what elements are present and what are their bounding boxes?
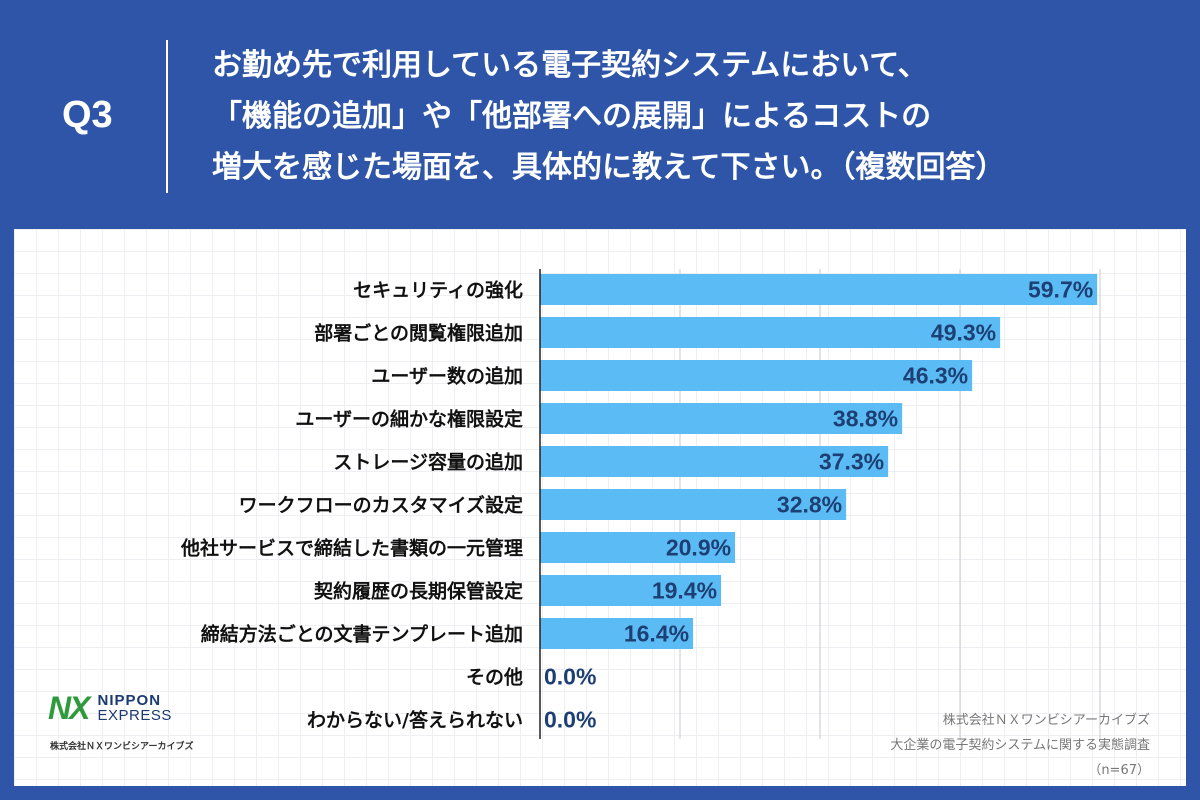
category-label: ユーザー数の追加 (371, 365, 523, 388)
question-number: Q3 (62, 94, 113, 136)
value-label: 46.3% (903, 363, 968, 389)
question-text: お勤め先で利用している電子契約システムにおいて、 「機能の追加」や「他部署への展… (212, 40, 1006, 193)
value-label: 0.0% (544, 664, 596, 690)
value-label: 0.0% (544, 707, 596, 733)
category-label: 他社サービスで締結した書類の一元管理 (180, 537, 523, 560)
bar (540, 575, 722, 606)
nippon-express-logo: NX NIPPON EXPRESS 株式会社ＮＸワンビシアーカイブズ (48, 690, 193, 752)
value-label: 16.4% (624, 621, 689, 647)
category-label: セキュリティの強化 (353, 279, 523, 302)
category-label: 締結方法ごとの文書テンプレート追加 (201, 623, 523, 646)
bar (540, 489, 847, 520)
bar (540, 446, 889, 477)
value-label: 59.7% (1028, 277, 1093, 303)
question-line: 「機能の追加」や「他部署への展開」によるコストの (212, 99, 932, 134)
logo-word-express: EXPRESS (97, 707, 172, 724)
header: Q3 お勤め先で利用している電子契約システムにおいて、 「機能の追加」や「他部署… (0, 0, 1200, 228)
bar (540, 317, 1001, 348)
category-label: ストレージ容量の追加 (333, 451, 523, 474)
category-label: その他 (466, 666, 523, 689)
value-label: 32.8% (777, 492, 842, 518)
category-label: ワークフローのカスタマイズ設定 (239, 494, 523, 517)
nx-logo-mark: NX (48, 690, 90, 726)
bar (540, 274, 1098, 305)
value-label: 49.3% (931, 320, 996, 346)
source-company: 株式会社ＮＸワンビシアーカイブズ (942, 713, 1150, 728)
source-note: 株式会社ＮＸワンビシアーカイブズ 大企業の電子契約システムに関する実態調査 （n… (890, 708, 1150, 783)
question-line: 増大を感じた場面を、具体的に教えて下さい。（複数回答） (212, 150, 1006, 185)
header-divider (166, 40, 168, 193)
logo-company-name: 株式会社ＮＸワンビシアーカイブズ (50, 742, 194, 752)
source-survey: 大企業の電子契約システムに関する実態調査 (890, 738, 1150, 753)
question-line: お勤め先で利用している電子契約システムにおいて、 (212, 48, 928, 83)
category-label: わからない/答えられない (307, 709, 523, 732)
logo-word-nippon: NIPPON (97, 692, 162, 709)
value-label: 20.9% (666, 535, 731, 561)
value-label: 19.4% (652, 578, 717, 604)
value-label: 37.3% (819, 449, 884, 475)
value-label: 38.8% (833, 406, 898, 432)
chart-panel: セキュリティの強化 59.7% 部署ごとの閲覧権限追加 49.3% ユーザー数の追加 46… (14, 229, 1186, 786)
bar-chart: セキュリティの強化 59.7% 部署ごとの閲覧権限追加 49.3% ユーザー数の追加 46… (180, 269, 1101, 739)
category-label: 部署ごとの閲覧権限追加 (314, 322, 523, 345)
bar (540, 403, 903, 434)
category-label: ユーザーの細かな権限設定 (295, 408, 523, 431)
source-sample-size: （n=67） (1088, 763, 1150, 778)
bar (540, 532, 736, 563)
bar (540, 360, 973, 391)
category-label: 契約履歴の長期保管設定 (313, 580, 523, 603)
bar (540, 618, 694, 649)
